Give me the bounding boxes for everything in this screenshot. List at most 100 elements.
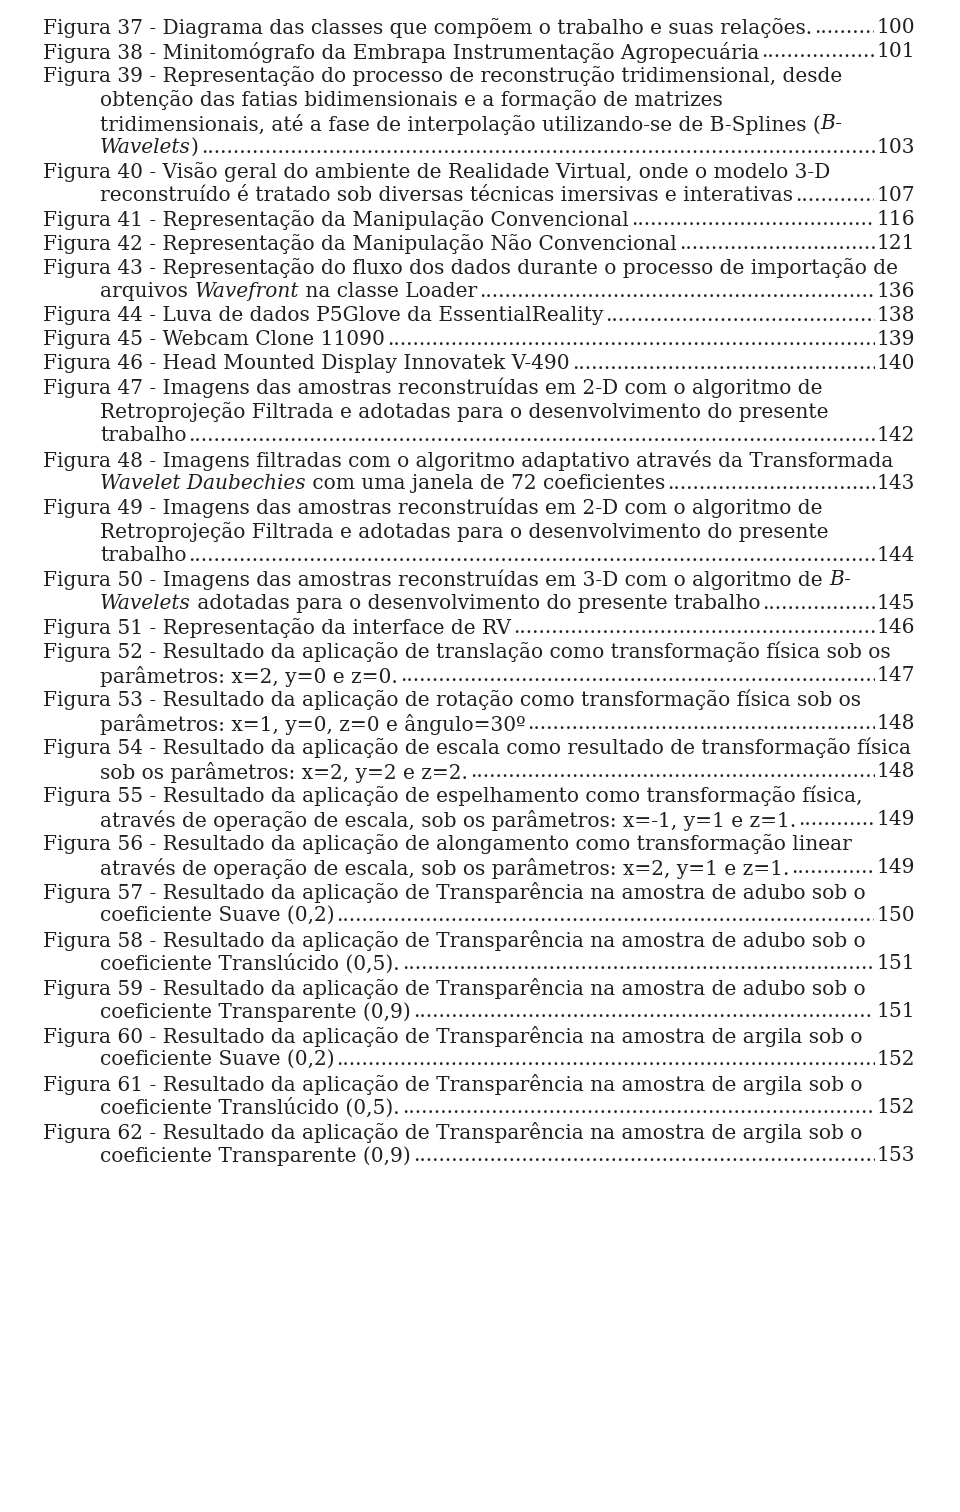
- Text: coeficiente Transparente (0,9): coeficiente Transparente (0,9): [100, 1146, 411, 1166]
- Text: Figura 45 - Webcam Clone 11090: Figura 45 - Webcam Clone 11090: [43, 330, 385, 349]
- Text: Figura 49 - Imagens das amostras reconstruídas em 2-D com o algoritmo de: Figura 49 - Imagens das amostras reconst…: [43, 497, 823, 519]
- Text: ................................................................................: ........................................…: [337, 906, 960, 925]
- Text: Figura 56 - Resultado da aplicação de alongamento como transformação linear: Figura 56 - Resultado da aplicação de al…: [43, 835, 852, 854]
- Text: 152: 152: [876, 1098, 915, 1117]
- Text: 153: 153: [876, 1146, 915, 1166]
- Text: 116: 116: [876, 210, 915, 228]
- Text: 103: 103: [876, 138, 915, 157]
- Text: através de operação de escala, sob os parâmetros: x=2, y=1 e z=1.: através de operação de escala, sob os pa…: [100, 857, 789, 878]
- Text: Figura 53 - Resultado da aplicação de rotação como transformação física sob os: Figura 53 - Resultado da aplicação de ro…: [43, 689, 861, 711]
- Text: 147: 147: [876, 665, 915, 685]
- Text: Figura 37 - Diagrama das classes que compõem o trabalho e suas relações.: Figura 37 - Diagrama das classes que com…: [43, 18, 812, 38]
- Text: 145: 145: [876, 594, 915, 612]
- Text: coeficiente Suave (0,2): coeficiente Suave (0,2): [100, 906, 335, 925]
- Text: ................................................................................: ........................................…: [337, 1049, 960, 1069]
- Text: Figura 40 - Visão geral do ambiente de Realidade Virtual, onde o modelo 3-D: Figura 40 - Visão geral do ambiente de R…: [43, 162, 830, 181]
- Text: Wavefront: Wavefront: [194, 283, 299, 301]
- Text: 150: 150: [876, 906, 915, 925]
- Text: parâmetros: x=1, y=0, z=0 e ângulo=30º: parâmetros: x=1, y=0, z=0 e ângulo=30º: [100, 714, 525, 735]
- Text: Figura 52 - Resultado da aplicação de translação como transformação física sob o: Figura 52 - Resultado da aplicação de tr…: [43, 643, 891, 662]
- Text: parâmetros: x=2, y=0 e z=0.: parâmetros: x=2, y=0 e z=0.: [100, 665, 397, 686]
- Text: 146: 146: [876, 618, 915, 637]
- Text: Figura 43 - Representação do fluxo dos dados durante o processo de importação de: Figura 43 - Representação do fluxo dos d…: [43, 259, 898, 278]
- Text: Figura 62 - Resultado da aplicação de Transparência na amostra de argila sob o: Figura 62 - Resultado da aplicação de Tr…: [43, 1122, 862, 1143]
- Text: Wavelets: Wavelets: [100, 594, 191, 612]
- Text: Figura 58 - Resultado da aplicação de Transparência na amostra de adubo sob o: Figura 58 - Resultado da aplicação de Tr…: [43, 930, 866, 951]
- Text: ): ): [191, 138, 199, 157]
- Text: ................................................................................: ........................................…: [188, 546, 960, 565]
- Text: 152: 152: [876, 1049, 915, 1069]
- Text: Retroprojeção Filtrada e adotadas para o desenvolvimento do presente: Retroprojeção Filtrada e adotadas para o…: [100, 402, 828, 422]
- Text: Retroprojeção Filtrada e adotadas para o desenvolvimento do presente: Retroprojeção Filtrada e adotadas para o…: [100, 522, 828, 541]
- Text: Figura 60 - Resultado da aplicação de Transparência na amostra de argila sob o: Figura 60 - Resultado da aplicação de Tr…: [43, 1027, 862, 1046]
- Text: ................................................................................: ........................................…: [401, 954, 960, 974]
- Text: Figura 38 - Minitomógrafo da Embrapa Instrumentação Agropecuária: Figura 38 - Minitomógrafo da Embrapa Ins…: [43, 42, 759, 64]
- Text: obtenção das fatias bidimensionais e a formação de matrizes: obtenção das fatias bidimensionais e a f…: [100, 91, 723, 110]
- Text: Figura 46 - Head Mounted Display Innovatek V-490: Figura 46 - Head Mounted Display Innovat…: [43, 354, 569, 373]
- Text: Figura 61 - Resultado da aplicação de Transparência na amostra de argila sob o: Figura 61 - Resultado da aplicação de Tr…: [43, 1074, 862, 1095]
- Text: ................................................................................: ........................................…: [795, 186, 960, 206]
- Text: ................................................................................: ........................................…: [571, 354, 960, 373]
- Text: ................................................................................: ........................................…: [814, 18, 960, 36]
- Text: ................................................................................: ........................................…: [799, 810, 960, 829]
- Text: ................................................................................: ........................................…: [667, 473, 960, 493]
- Text: 148: 148: [876, 714, 915, 733]
- Text: 142: 142: [876, 426, 915, 445]
- Text: 138: 138: [876, 305, 915, 325]
- Text: 139: 139: [876, 330, 915, 349]
- Text: na classe Loader: na classe Loader: [299, 283, 477, 301]
- Text: ................................................................................: ........................................…: [201, 138, 960, 157]
- Text: Figura 41 - Representação da Manipulação Convencional: Figura 41 - Representação da Manipulação…: [43, 210, 629, 230]
- Text: tridimensionais, até a fase de interpolação utilizando-se de B-Splines (: tridimensionais, até a fase de interpola…: [100, 113, 821, 135]
- Text: arquivos: arquivos: [100, 283, 194, 301]
- Text: 148: 148: [876, 762, 915, 782]
- Text: Figura 57 - Resultado da aplicação de Transparência na amostra de adubo sob o: Figura 57 - Resultado da aplicação de Tr…: [43, 881, 866, 903]
- Text: ................................................................................: ........................................…: [679, 234, 960, 253]
- Text: Figura 44 - Luva de dados P5Glove da EssentialReality: Figura 44 - Luva de dados P5Glove da Ess…: [43, 305, 604, 325]
- Text: coeficiente Suave (0,2): coeficiente Suave (0,2): [100, 1049, 335, 1069]
- Text: Figura 42 - Representação da Manipulação Não Convencional: Figura 42 - Representação da Manipulação…: [43, 234, 677, 254]
- Text: 121: 121: [876, 234, 915, 253]
- Text: ................................................................................: ........................................…: [401, 1098, 960, 1117]
- Text: ................................................................................: ........................................…: [413, 1002, 960, 1021]
- Text: 151: 151: [876, 954, 915, 974]
- Text: 149: 149: [876, 810, 915, 829]
- Text: Figura 51 - Representação da interface de RV: Figura 51 - Representação da interface d…: [43, 618, 511, 638]
- Text: Figura 50 - Imagens das amostras reconstruídas em 3-D com o algoritmo de: Figura 50 - Imagens das amostras reconst…: [43, 570, 829, 591]
- Text: sob os parâmetros: x=2, y=2 e z=2.: sob os parâmetros: x=2, y=2 e z=2.: [100, 762, 468, 783]
- Text: ................................................................................: ........................................…: [606, 305, 960, 325]
- Text: coeficiente Translúcido (0,5).: coeficiente Translúcido (0,5).: [100, 1098, 399, 1119]
- Text: coeficiente Transparente (0,9): coeficiente Transparente (0,9): [100, 1002, 411, 1022]
- Text: Figura 47 - Imagens das amostras reconstruídas em 2-D com o algoritmo de: Figura 47 - Imagens das amostras reconst…: [43, 378, 823, 399]
- Text: 100: 100: [876, 18, 915, 36]
- Text: ................................................................................: ........................................…: [399, 665, 960, 685]
- Text: 151: 151: [876, 1002, 915, 1021]
- Text: ................................................................................: ........................................…: [762, 594, 960, 612]
- Text: 144: 144: [876, 546, 915, 565]
- Text: 143: 143: [876, 473, 915, 493]
- Text: 136: 136: [876, 283, 915, 301]
- Text: 149: 149: [876, 857, 915, 877]
- Text: com uma janela de 72 coeficientes: com uma janela de 72 coeficientes: [305, 473, 665, 493]
- Text: 101: 101: [876, 42, 915, 60]
- Text: ................................................................................: ........................................…: [791, 857, 960, 877]
- Text: coeficiente Translúcido (0,5).: coeficiente Translúcido (0,5).: [100, 954, 399, 974]
- Text: trabalho: trabalho: [100, 426, 186, 445]
- Text: Figura 39 - Representação do processo de reconstrução tridimensional, desde: Figura 39 - Representação do processo de…: [43, 67, 842, 86]
- Text: Wavelets: Wavelets: [100, 138, 191, 157]
- Text: ................................................................................: ........................................…: [631, 210, 960, 228]
- Text: através de operação de escala, sob os parâmetros: x=-1, y=1 e z=1.: através de operação de escala, sob os pa…: [100, 810, 796, 832]
- Text: ................................................................................: ........................................…: [469, 762, 960, 782]
- Text: B-: B-: [821, 113, 843, 133]
- Text: 107: 107: [876, 186, 915, 206]
- Text: Wavelet Daubechies: Wavelet Daubechies: [100, 473, 305, 493]
- Text: ................................................................................: ........................................…: [188, 426, 960, 445]
- Text: B-: B-: [829, 570, 851, 590]
- Text: ................................................................................: ........................................…: [479, 283, 960, 301]
- Text: ................................................................................: ........................................…: [413, 1146, 960, 1166]
- Text: adotadas para o desenvolvimento do presente trabalho: adotadas para o desenvolvimento do prese…: [191, 594, 760, 612]
- Text: Figura 59 - Resultado da aplicação de Transparência na amostra de adubo sob o: Figura 59 - Resultado da aplicação de Tr…: [43, 978, 866, 999]
- Text: Figura 54 - Resultado da aplicação de escala como resultado de transformação fís: Figura 54 - Resultado da aplicação de es…: [43, 738, 911, 759]
- Text: 140: 140: [876, 354, 915, 373]
- Text: Figura 48 - Imagens filtradas com o algoritmo adaptativo através da Transformada: Figura 48 - Imagens filtradas com o algo…: [43, 451, 894, 472]
